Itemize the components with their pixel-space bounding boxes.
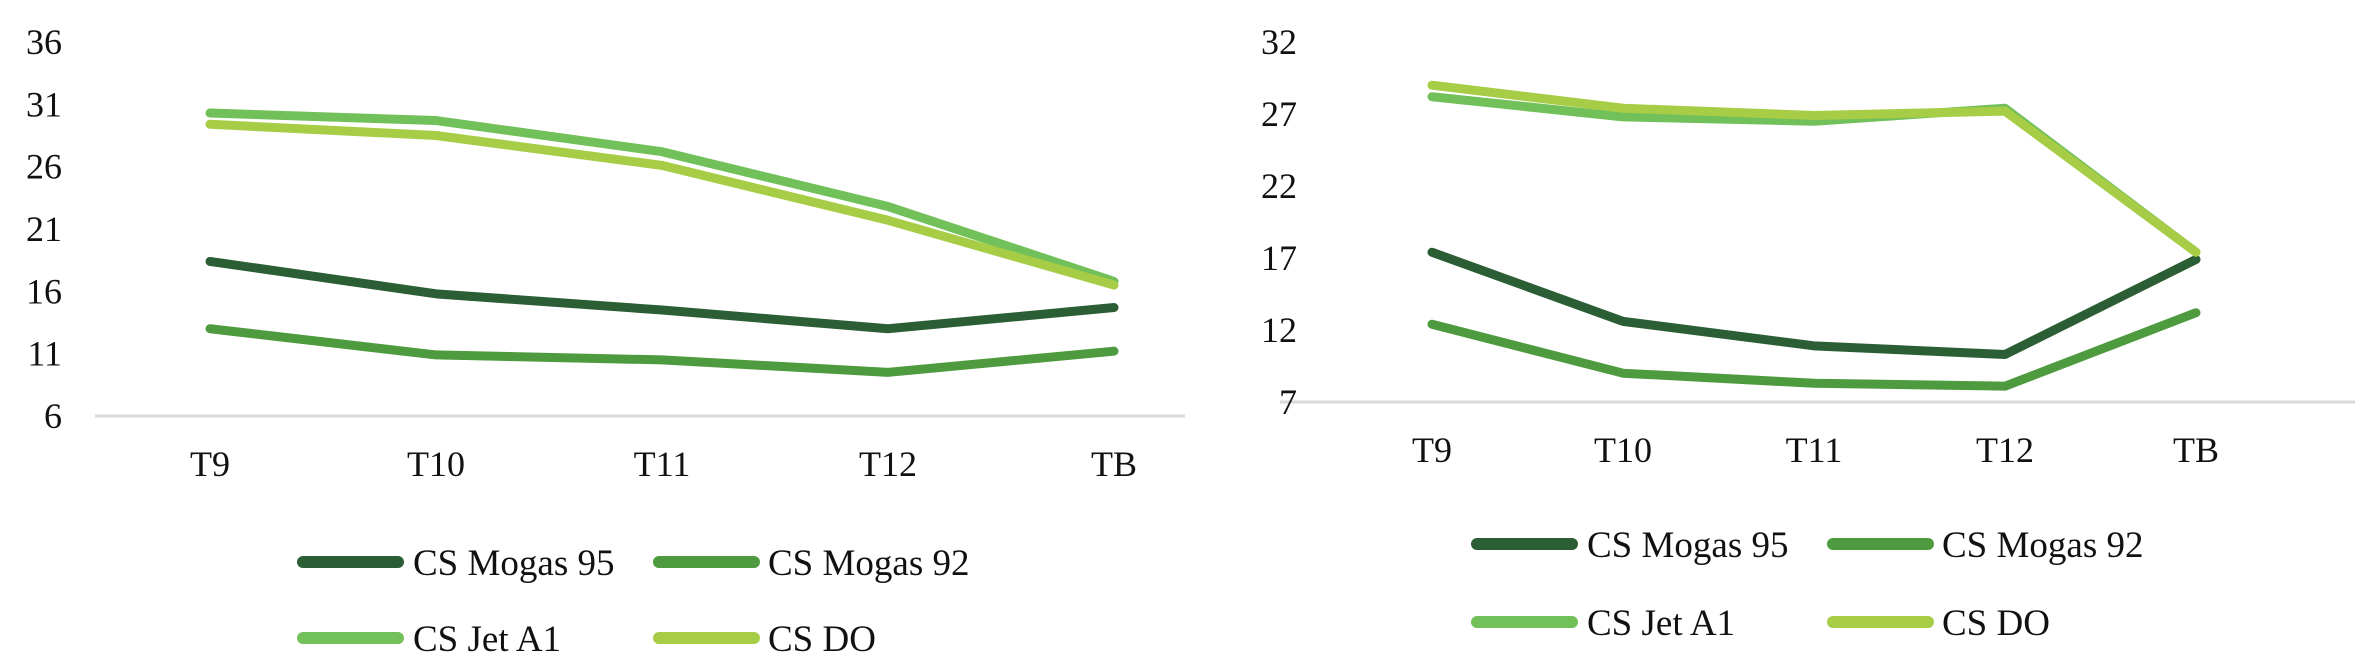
y-tick-label: 22	[1261, 166, 1297, 206]
series-line-cs-jet-a1	[205, 108, 1119, 286]
legend-label: CS Mogas 95	[1587, 525, 1788, 566]
y-tick-label: 21	[26, 209, 62, 249]
series-line-cs-jet-a1	[1427, 92, 2201, 257]
y-tick-label: 26	[26, 147, 62, 187]
y-tick-label: 16	[26, 271, 62, 311]
x-tick-label: T12	[859, 444, 917, 484]
y-tick-label: 32	[1261, 22, 1297, 62]
series-line-cs-do	[1427, 80, 2201, 257]
x-tick-label: TB	[2173, 430, 2219, 470]
legend-label: CS Jet A1	[1587, 603, 1735, 644]
x-tick-label: T9	[1412, 430, 1452, 470]
x-tick-label: T10	[407, 444, 465, 484]
series-line-cs-mogas-95	[1427, 247, 2201, 359]
x-tick-label: TB	[1091, 444, 1137, 484]
legend-label: CS Mogas 92	[1942, 525, 2143, 566]
y-tick-label: 7	[1279, 382, 1297, 422]
chart-left: 6 11 16 21 26 31 36 T9 T10 T11 T12 TB CS Mogas 95 CS …	[26, 22, 1185, 660]
x-tick-label: T11	[634, 444, 691, 484]
legend-label: CS Jet A1	[413, 619, 561, 660]
y-tick-label: 36	[26, 22, 62, 62]
x-tick-label: T12	[1976, 430, 2034, 470]
y-tick-label: 31	[26, 84, 62, 124]
series-line-cs-mogas-92	[1427, 308, 2201, 391]
series-line-cs-mogas-92	[205, 324, 1119, 377]
chart-right: 7 12 17 22 27 32 T9 T10 T11 T12 TB CS Mogas 95 CS Mo…	[1261, 22, 2355, 644]
series-line-cs-mogas-95	[205, 256, 1119, 334]
x-tick-label: T11	[1786, 430, 1843, 470]
y-tick-label: 11	[27, 334, 62, 374]
x-tick-label: T10	[1594, 430, 1652, 470]
legend-label: CS DO	[1942, 603, 2050, 644]
y-tick-label: 27	[1261, 94, 1297, 134]
legend-label: CS Mogas 92	[768, 543, 969, 584]
y-tick-label: 12	[1261, 310, 1297, 350]
series-line-cs-do	[205, 119, 1119, 290]
x-tick-label: T9	[190, 444, 230, 484]
legend-label: CS Mogas 95	[413, 543, 614, 584]
y-tick-label: 17	[1261, 238, 1297, 278]
legend-label: CS DO	[768, 619, 876, 660]
y-tick-label: 6	[44, 396, 62, 436]
